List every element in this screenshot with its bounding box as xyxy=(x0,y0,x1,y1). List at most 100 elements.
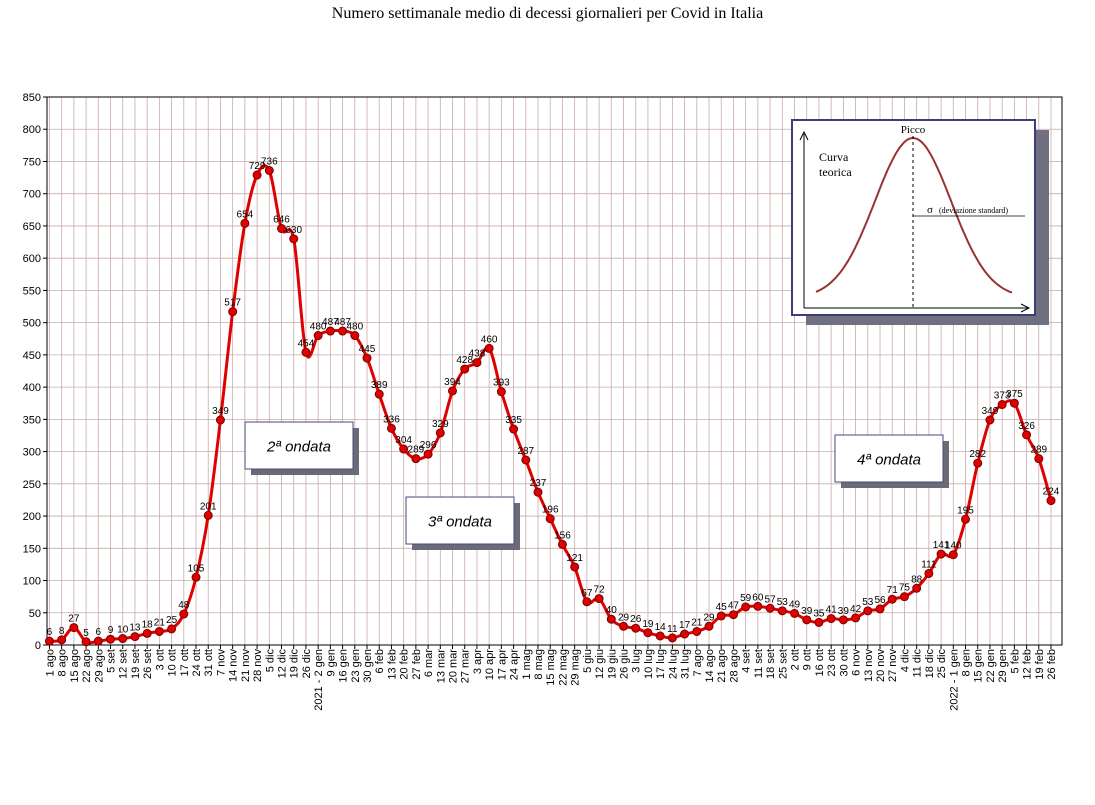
data-point xyxy=(179,609,189,619)
data-point xyxy=(973,458,983,468)
x-tick-label: 24 lug xyxy=(667,649,679,679)
x-tick-label: 1 mag xyxy=(521,649,533,680)
data-label: 11 xyxy=(667,624,678,635)
x-tick-label: 3 lug xyxy=(631,649,643,673)
data-point xyxy=(948,550,958,560)
data-label: 8 xyxy=(59,626,65,637)
data-point xyxy=(509,424,519,434)
plot-frame xyxy=(46,96,1063,646)
x-tick-label: 15 gen xyxy=(973,649,985,683)
data-label: 21 xyxy=(154,617,166,628)
x-tick-label: 23 gen xyxy=(350,649,362,683)
x-tick-label: 27 mar xyxy=(460,649,472,684)
data-label: 6 xyxy=(96,627,102,638)
data-point xyxy=(93,636,103,646)
x-tick-label: 3 apr xyxy=(472,649,484,674)
data-label: 72 xyxy=(594,585,606,596)
data-point xyxy=(912,583,922,593)
data-label: 60 xyxy=(752,592,764,603)
inset-y-arrow xyxy=(799,130,809,141)
data-label: 349 xyxy=(982,406,999,417)
data-label: 375 xyxy=(1006,389,1023,400)
data-point xyxy=(765,603,775,613)
data-label: 517 xyxy=(224,298,241,309)
x-tick-label: 2021 - 2 gen xyxy=(313,649,325,711)
x-tick-label: 6 mar xyxy=(423,649,435,677)
data-label: 9 xyxy=(108,625,114,636)
data-point xyxy=(838,615,848,625)
data-point xyxy=(1034,454,1044,464)
data-point xyxy=(386,423,396,433)
x-tick-label: 22 gen xyxy=(985,649,997,683)
data-label: 289 xyxy=(1030,445,1047,456)
data-label: 75 xyxy=(899,583,911,594)
data-label: 196 xyxy=(542,505,559,516)
data-label: 630 xyxy=(285,225,302,236)
data-label: 140 xyxy=(945,541,962,552)
x-tick-label: 14 nov xyxy=(228,649,240,683)
data-point xyxy=(338,326,348,336)
chart-title: Numero settimanale medio di decessi gior… xyxy=(331,5,764,22)
y-tick-label: 500 xyxy=(23,318,41,330)
data-label: 389 xyxy=(371,380,388,391)
x-tick-label: 21 ago xyxy=(716,649,728,683)
data-point xyxy=(411,454,421,464)
data-point xyxy=(606,614,616,624)
data-label: 460 xyxy=(481,334,498,345)
x-tick-label: 28 ago xyxy=(728,649,740,683)
data-label: 29 xyxy=(703,612,715,623)
callout-box xyxy=(244,421,354,470)
x-tick-label: 21 nov xyxy=(240,649,252,683)
x-tick-label: 4 dic xyxy=(899,649,911,673)
data-point xyxy=(191,572,201,582)
data-point xyxy=(118,634,128,644)
data-point xyxy=(985,415,995,425)
x-tick-label: 7 nov xyxy=(215,649,227,676)
x-tick-label: 29 gen xyxy=(997,649,1009,683)
data-point xyxy=(142,628,152,638)
data-point xyxy=(863,606,873,616)
data-label: 105 xyxy=(188,563,205,574)
data-label: 45 xyxy=(716,602,728,613)
data-point xyxy=(533,487,543,497)
data-point xyxy=(814,617,824,627)
data-point xyxy=(167,624,177,634)
data-point xyxy=(264,165,274,175)
x-tick-label: 1 ago xyxy=(44,649,56,677)
y-axis: 0 50 100 150 200 250 300 350 400 450 500 550 600 650 7… xyxy=(23,92,47,652)
callout-label: 3ª ondata xyxy=(428,514,492,531)
inset-curve xyxy=(815,137,1013,294)
data-point xyxy=(350,331,360,341)
x-tick-label: 15 ago xyxy=(69,649,81,683)
data-point xyxy=(777,606,787,616)
data-label: 487 xyxy=(322,317,339,328)
x-tick-label: 27 feb xyxy=(411,649,423,680)
x-tick-label: 14 ago xyxy=(704,649,716,683)
data-point xyxy=(301,347,311,357)
x-tick-label: 31 ott xyxy=(203,649,215,677)
x-tick-label: 22 ago xyxy=(81,649,93,683)
x-tick-label: 10 lug xyxy=(643,649,655,679)
inset-peak-label: Picco xyxy=(901,124,926,136)
inset-curve-label-1: Curva xyxy=(819,150,849,164)
data-label: 487 xyxy=(334,317,351,328)
x-tick-label: 5 dic xyxy=(264,649,276,673)
data-point xyxy=(374,389,384,399)
y-tick-label: 400 xyxy=(23,382,41,394)
x-tick-label: 2022 - 1 gen xyxy=(948,649,960,711)
data-label: 57 xyxy=(765,594,777,605)
data-label: 40 xyxy=(606,605,618,616)
x-tick-label: 26 giu xyxy=(619,649,631,679)
x-tick-label: 8 mag xyxy=(533,649,545,680)
data-label: 289 xyxy=(408,445,425,456)
x-tick-label: 19 dic xyxy=(289,649,301,679)
data-label: 19 xyxy=(642,619,654,630)
x-tick-label: 17 ott xyxy=(179,649,191,677)
data-label: 438 xyxy=(469,349,486,360)
data-point xyxy=(228,307,238,317)
data-point xyxy=(325,326,335,336)
x-tick-label: 5 feb xyxy=(1009,649,1021,673)
data-point xyxy=(802,615,812,625)
data-point xyxy=(362,353,372,363)
